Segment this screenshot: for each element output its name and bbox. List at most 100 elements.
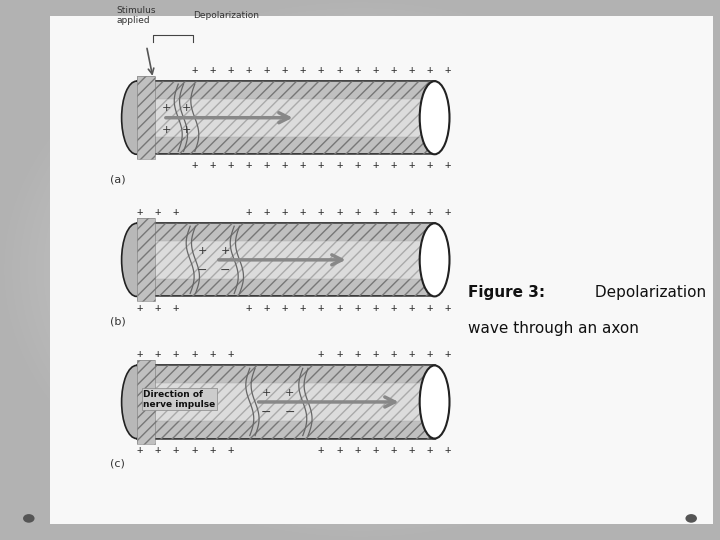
Bar — [137, 81, 435, 154]
Text: +: + — [191, 445, 197, 455]
Bar — [137, 99, 435, 137]
Bar — [137, 224, 435, 296]
Text: +: + — [300, 160, 306, 171]
Text: +: + — [264, 65, 270, 75]
Ellipse shape — [420, 366, 449, 438]
Text: +: + — [354, 207, 361, 217]
Text: +: + — [372, 160, 379, 171]
Text: +: + — [408, 349, 415, 359]
Text: +: + — [181, 125, 191, 136]
Text: +: + — [336, 349, 342, 359]
Text: +: + — [155, 445, 161, 455]
Text: +: + — [282, 65, 288, 75]
Text: +: + — [318, 65, 324, 75]
Text: +: + — [336, 160, 342, 171]
Bar — [137, 76, 155, 159]
Text: +: + — [445, 65, 451, 75]
Text: +: + — [246, 160, 252, 171]
Text: +: + — [285, 388, 294, 398]
Text: +: + — [173, 445, 179, 455]
Text: +: + — [372, 65, 379, 75]
Text: −: − — [284, 406, 294, 419]
Text: +: + — [264, 207, 270, 217]
Text: +: + — [390, 302, 397, 313]
Text: +: + — [318, 160, 324, 171]
Text: +: + — [191, 349, 197, 359]
Text: +: + — [155, 302, 161, 313]
Text: +: + — [390, 349, 397, 359]
Text: +: + — [197, 246, 207, 256]
Text: +: + — [372, 302, 379, 313]
Text: +: + — [408, 65, 415, 75]
Text: +: + — [210, 445, 215, 455]
Bar — [137, 241, 435, 279]
Text: +: + — [354, 160, 361, 171]
Text: +: + — [408, 207, 415, 217]
Text: +: + — [445, 302, 451, 313]
Text: +: + — [408, 302, 415, 313]
Text: +: + — [318, 302, 324, 313]
Text: +: + — [191, 160, 197, 171]
Text: +: + — [191, 65, 197, 75]
Ellipse shape — [122, 366, 151, 438]
Text: +: + — [228, 349, 233, 359]
Bar — [137, 224, 435, 296]
Text: +: + — [210, 349, 215, 359]
Text: +: + — [282, 160, 288, 171]
Text: (b): (b) — [110, 316, 126, 326]
Bar — [137, 218, 155, 301]
Bar — [137, 366, 435, 438]
Bar — [137, 383, 435, 421]
Text: +: + — [261, 388, 271, 398]
Bar — [137, 99, 435, 137]
Ellipse shape — [420, 81, 449, 154]
Text: +: + — [300, 65, 306, 75]
Text: +: + — [390, 65, 397, 75]
Text: +: + — [246, 207, 252, 217]
Text: Depolarization: Depolarization — [193, 11, 258, 21]
Text: +: + — [354, 302, 361, 313]
Text: +: + — [137, 445, 143, 455]
Text: (a): (a) — [110, 174, 126, 184]
Bar — [137, 218, 155, 301]
Bar — [137, 366, 435, 438]
Text: +: + — [318, 445, 324, 455]
Text: +: + — [155, 207, 161, 217]
Bar — [137, 383, 435, 421]
Text: +: + — [426, 349, 433, 359]
Text: +: + — [221, 246, 230, 256]
Text: +: + — [210, 160, 215, 171]
Text: +: + — [155, 349, 161, 359]
Text: +: + — [408, 160, 415, 171]
Text: +: + — [336, 65, 342, 75]
Text: +: + — [426, 207, 433, 217]
Text: +: + — [336, 207, 342, 217]
Text: +: + — [372, 349, 379, 359]
Text: +: + — [300, 207, 306, 217]
Text: +: + — [210, 65, 215, 75]
Bar — [137, 241, 435, 279]
Bar — [137, 360, 155, 443]
Text: +: + — [264, 160, 270, 171]
Text: +: + — [354, 349, 361, 359]
Text: wave through an axon: wave through an axon — [468, 321, 639, 336]
Text: +: + — [336, 445, 342, 455]
Text: −: − — [197, 264, 207, 276]
Text: +: + — [300, 302, 306, 313]
Text: +: + — [137, 207, 143, 217]
Text: +: + — [390, 445, 397, 455]
Bar — [137, 76, 155, 159]
Text: +: + — [318, 349, 324, 359]
Text: +: + — [445, 349, 451, 359]
Text: +: + — [173, 349, 179, 359]
Text: +: + — [390, 160, 397, 171]
Text: +: + — [228, 445, 233, 455]
Text: (c): (c) — [110, 458, 125, 468]
Text: +: + — [137, 349, 143, 359]
Text: Depolarization: Depolarization — [590, 285, 706, 300]
Text: +: + — [161, 125, 171, 136]
Text: +: + — [336, 302, 342, 313]
Text: +: + — [372, 445, 379, 455]
Text: −: − — [261, 406, 271, 419]
Text: +: + — [354, 445, 361, 455]
